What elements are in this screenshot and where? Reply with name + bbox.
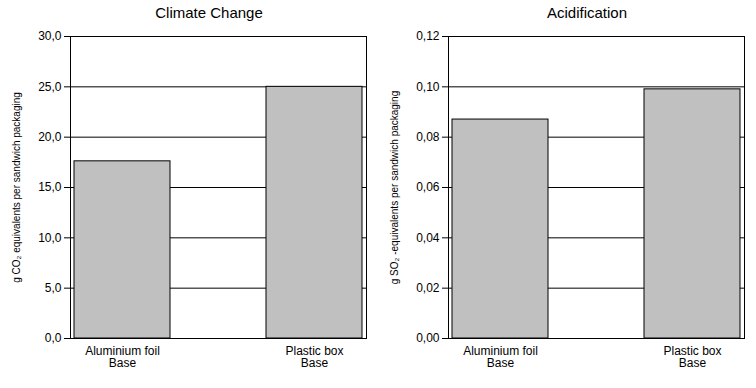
svg-text:Plastic boxBase: Plastic boxBase [663,344,721,370]
svg-text:0,00: 0,00 [416,331,440,345]
svg-text:5,0: 5,0 [45,281,62,295]
svg-text:0,02: 0,02 [416,281,440,295]
svg-text:Plastic boxBase: Plastic boxBase [285,344,343,370]
svg-text:30,0: 30,0 [38,29,62,43]
svg-text:0,12: 0,12 [416,29,440,43]
svg-text:Aluminium foilBase: Aluminium foilBase [85,344,160,370]
svg-text:20,0: 20,0 [38,130,62,144]
html-text:Acidification: Acidification [547,4,627,21]
svg-text:0,06: 0,06 [416,180,440,194]
html-text:Climate Change: Climate Change [155,4,263,21]
svg-text:g SO₂ -equivalents per sandwic: g SO₂ -equivalents per sandwich packagin… [389,91,400,284]
svg-text:0,04: 0,04 [416,231,440,245]
svg-text:g CO₂ equivalents per sandwich: g CO₂ equivalents per sandwich packaging [11,92,22,283]
svg-text:25,0: 25,0 [38,80,62,94]
svg-text:10,0: 10,0 [38,231,62,245]
svg-text:0,0: 0,0 [45,331,62,345]
svg-text:0,10: 0,10 [416,80,440,94]
svg-text:0,08: 0,08 [416,130,440,144]
svg-text:15,0: 15,0 [38,180,62,194]
svg-text:Aluminium foilBase: Aluminium foilBase [463,344,538,370]
